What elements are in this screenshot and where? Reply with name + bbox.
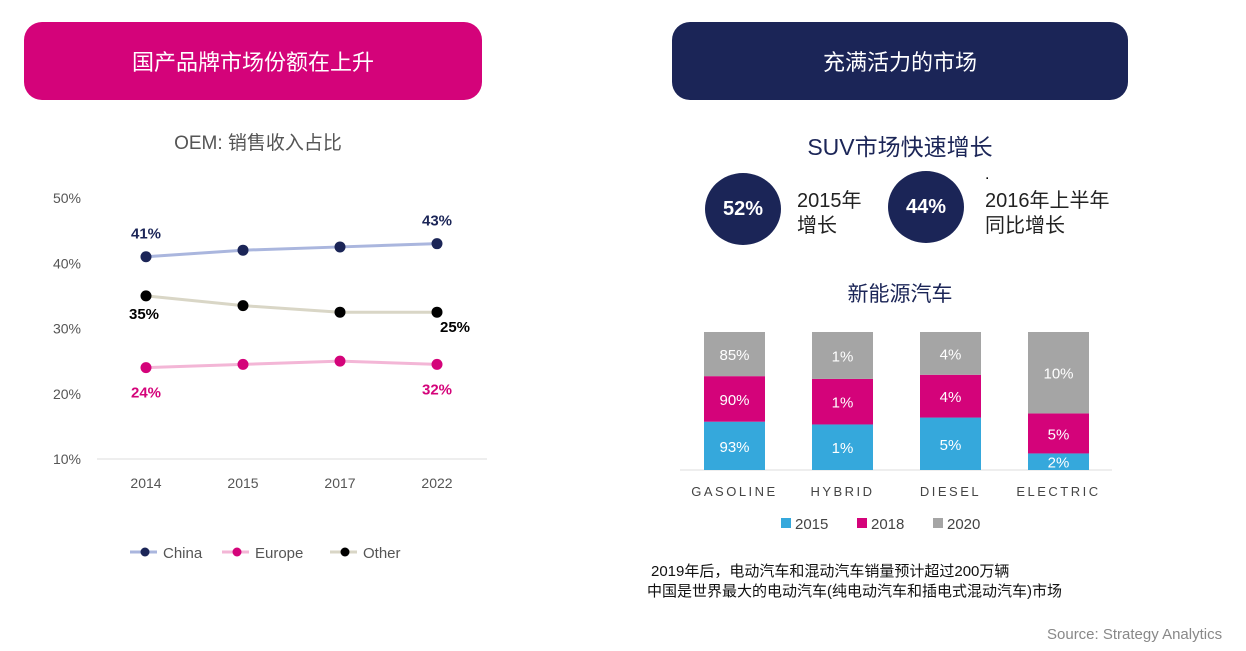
bar-segment-2015 xyxy=(704,421,765,470)
bar-label: 5% xyxy=(1048,426,1070,443)
bar-segment-2015 xyxy=(920,417,981,470)
y-tick-label: 10% xyxy=(53,451,81,467)
bar-label: 1% xyxy=(832,395,854,412)
bar-label: 2% xyxy=(1048,455,1070,472)
stat-value: 52% xyxy=(722,197,764,220)
source: Source: Strategy Analytics xyxy=(1047,626,1223,643)
data-point-europe xyxy=(140,362,152,374)
legend-label-2020: 2020 xyxy=(947,516,980,533)
legend-label-2015: 2015 xyxy=(795,516,828,533)
y-tick-label: 20% xyxy=(53,386,81,402)
left-header: 国产品牌市场份额在上升 xyxy=(24,22,482,100)
data-label: 35% xyxy=(129,306,159,323)
bar-label: 4% xyxy=(940,389,962,406)
data-label: 41% xyxy=(131,226,161,243)
bar-label: 90% xyxy=(719,392,749,409)
legend-marker xyxy=(140,547,150,557)
data-point-europe xyxy=(334,355,346,367)
bar-label: 5% xyxy=(940,437,962,454)
legend-label-other: Other xyxy=(363,545,401,562)
data-point-europe xyxy=(431,358,443,370)
bar-segment-2018 xyxy=(704,376,765,422)
data-point-china xyxy=(140,251,152,263)
bar-segment-2020 xyxy=(812,332,873,379)
suv-title: SUV市场快速增长 xyxy=(807,134,993,160)
note-2: 中国是世界最大的电动汽车(纯电动汽车和插电式混动汽车)市场 xyxy=(647,583,1062,600)
y-tick-label: 30% xyxy=(53,321,81,337)
data-point-other xyxy=(431,306,443,318)
bar-chart: 93% 90% 85% GASOLINE 1% 1% 1% HYBRID 5% 4% 4% DIESE… xyxy=(680,332,1112,533)
legend-swatch xyxy=(933,518,943,528)
x-tick-label: 2022 xyxy=(421,475,452,491)
data-point-europe xyxy=(237,358,249,370)
bar-segment-2018 xyxy=(1028,413,1089,454)
x-tick-label: 2015 xyxy=(227,475,258,491)
data-label: 32% xyxy=(422,381,452,398)
note-1: 2019年后，电动汽车和混动汽车销量预计超过200万辆 xyxy=(651,563,1010,580)
legend-swatch xyxy=(857,518,867,528)
category-label: HYBRID xyxy=(810,484,874,499)
legend-marker xyxy=(232,547,242,557)
bar-label: 1% xyxy=(832,348,854,365)
bar-segment-2020 xyxy=(704,332,765,377)
bar-label: 10% xyxy=(1043,366,1073,383)
legend-label-china: China xyxy=(163,545,203,562)
data-point-china xyxy=(237,244,249,256)
stat1-line2: 增长 xyxy=(797,215,837,237)
stat1-text: 2015年增长 xyxy=(797,189,862,239)
x-tick-label: 2014 xyxy=(130,475,161,491)
legend-label-europe: Europe xyxy=(255,545,303,562)
category-label: DIESEL xyxy=(920,484,981,499)
bar-segment-2020 xyxy=(920,332,981,375)
bar-label: 4% xyxy=(940,346,962,363)
stat2-text: 2016年上半年 同比增长 xyxy=(985,189,1110,239)
stat-circle-44: 44% xyxy=(888,171,964,243)
bar-segment-2018 xyxy=(920,374,981,418)
data-point-other xyxy=(237,300,249,312)
legend-marker xyxy=(340,547,350,557)
stat2-line2: 同比增长 xyxy=(985,215,1065,237)
bar-label: 93% xyxy=(719,439,749,456)
bar-segment-2020 xyxy=(1028,332,1089,414)
left-header-title: 国产品牌市场份额在上升 xyxy=(131,50,374,75)
series-line-other xyxy=(145,294,437,314)
category-label: GASOLINE xyxy=(691,484,777,499)
stat-circle-52: 52% xyxy=(705,173,781,245)
bar-label: 1% xyxy=(832,440,854,457)
y-tick-label: 40% xyxy=(53,255,81,271)
stat2-dot: . xyxy=(985,166,990,183)
legend-swatch xyxy=(781,518,791,528)
bar-chart-title: 新能源汽车 xyxy=(847,283,953,306)
legend-label-2018: 2018 xyxy=(871,516,904,533)
line-chart: 50% 40% 30% 20% 10% 2014 2015 2017 2022 41% 43% Chi… xyxy=(53,190,487,562)
data-label: 24% xyxy=(131,385,161,402)
series-line-europe xyxy=(145,359,438,370)
x-tick-label: 2017 xyxy=(324,475,355,491)
right-header-title: 充满活力的市场 xyxy=(822,50,977,75)
stat1-line1: 2015年 xyxy=(797,190,862,212)
stat-value: 44% xyxy=(905,195,947,218)
series-line-china xyxy=(145,242,438,259)
bar-segment-2015 xyxy=(812,424,873,470)
category-label: ELECTRIC xyxy=(1016,484,1100,499)
line-chart-title: OEM: 销售收入占比 xyxy=(174,133,342,154)
data-label: 25% xyxy=(440,319,470,336)
bar-segment-2018 xyxy=(812,378,873,425)
data-label: 43% xyxy=(422,213,452,230)
y-tick-label: 50% xyxy=(53,190,81,206)
stat2-line1: 2016年上半年 xyxy=(985,190,1110,212)
data-point-china xyxy=(334,241,346,253)
data-point-china xyxy=(431,238,443,250)
bar-label: 85% xyxy=(719,347,749,364)
data-point-other xyxy=(334,306,346,318)
bar-segment-2015 xyxy=(1028,453,1089,470)
data-point-other xyxy=(140,290,152,302)
right-header: 充满活力的市场 xyxy=(672,22,1128,100)
